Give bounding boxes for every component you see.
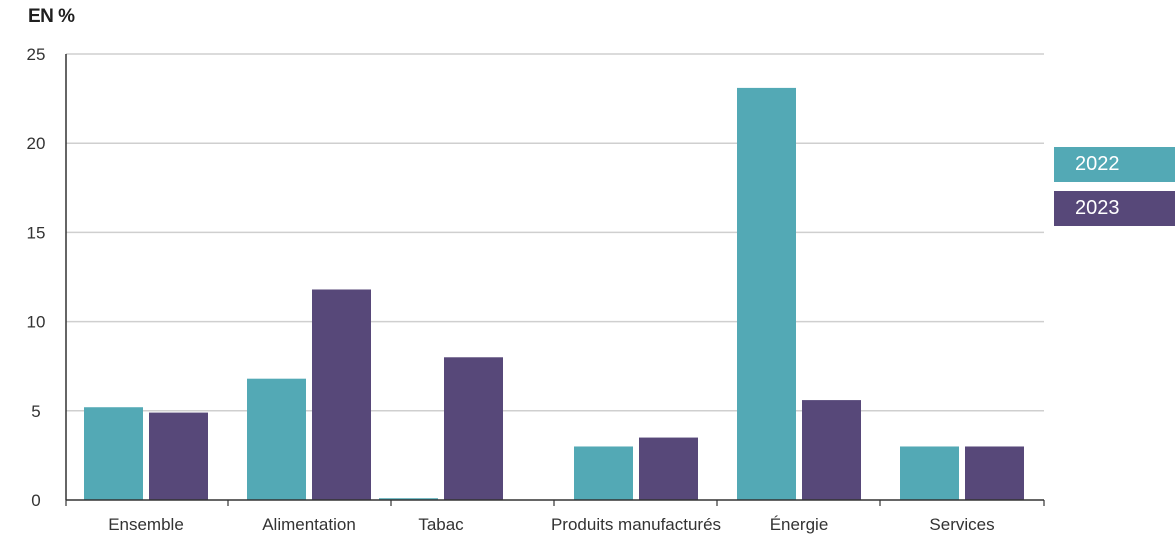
x-tick-label-5: Services	[929, 515, 994, 534]
bar-2022-3	[574, 446, 633, 500]
legend-item-2023: 2023	[1054, 191, 1175, 226]
y-tick-label-25: 25	[27, 45, 46, 64]
bar-2023-1	[312, 289, 371, 500]
legend: 2022 2023	[1054, 147, 1175, 235]
bar-2023-4	[802, 400, 861, 500]
bar-2023-3	[639, 437, 698, 500]
bar-2022-2	[379, 498, 438, 500]
bar-2023-2	[444, 357, 503, 500]
bar-2022-0	[84, 407, 143, 500]
x-tick-label-0: Ensemble	[108, 515, 184, 534]
y-tick-label-10: 10	[27, 313, 46, 332]
x-tick-label-2: Tabac	[418, 515, 464, 534]
bar-2023-5	[965, 446, 1024, 500]
bar-2022-1	[247, 378, 306, 500]
bar-2023-0	[149, 412, 208, 500]
y-tick-label-20: 20	[27, 134, 46, 153]
x-tick-label-1: Alimentation	[262, 515, 356, 534]
y-axis-unit-label: EN %	[28, 6, 75, 27]
y-tick-label-0: 0	[31, 491, 40, 510]
x-tick-label-4: Énergie	[770, 515, 829, 534]
y-tick-label-5: 5	[31, 402, 40, 421]
y-tick-label-15: 15	[27, 223, 46, 242]
legend-item-2022: 2022	[1054, 147, 1175, 182]
bar-2022-5	[900, 446, 959, 500]
x-tick-label-3: Produits manufacturés	[551, 515, 721, 534]
bar-2022-4	[737, 87, 796, 500]
